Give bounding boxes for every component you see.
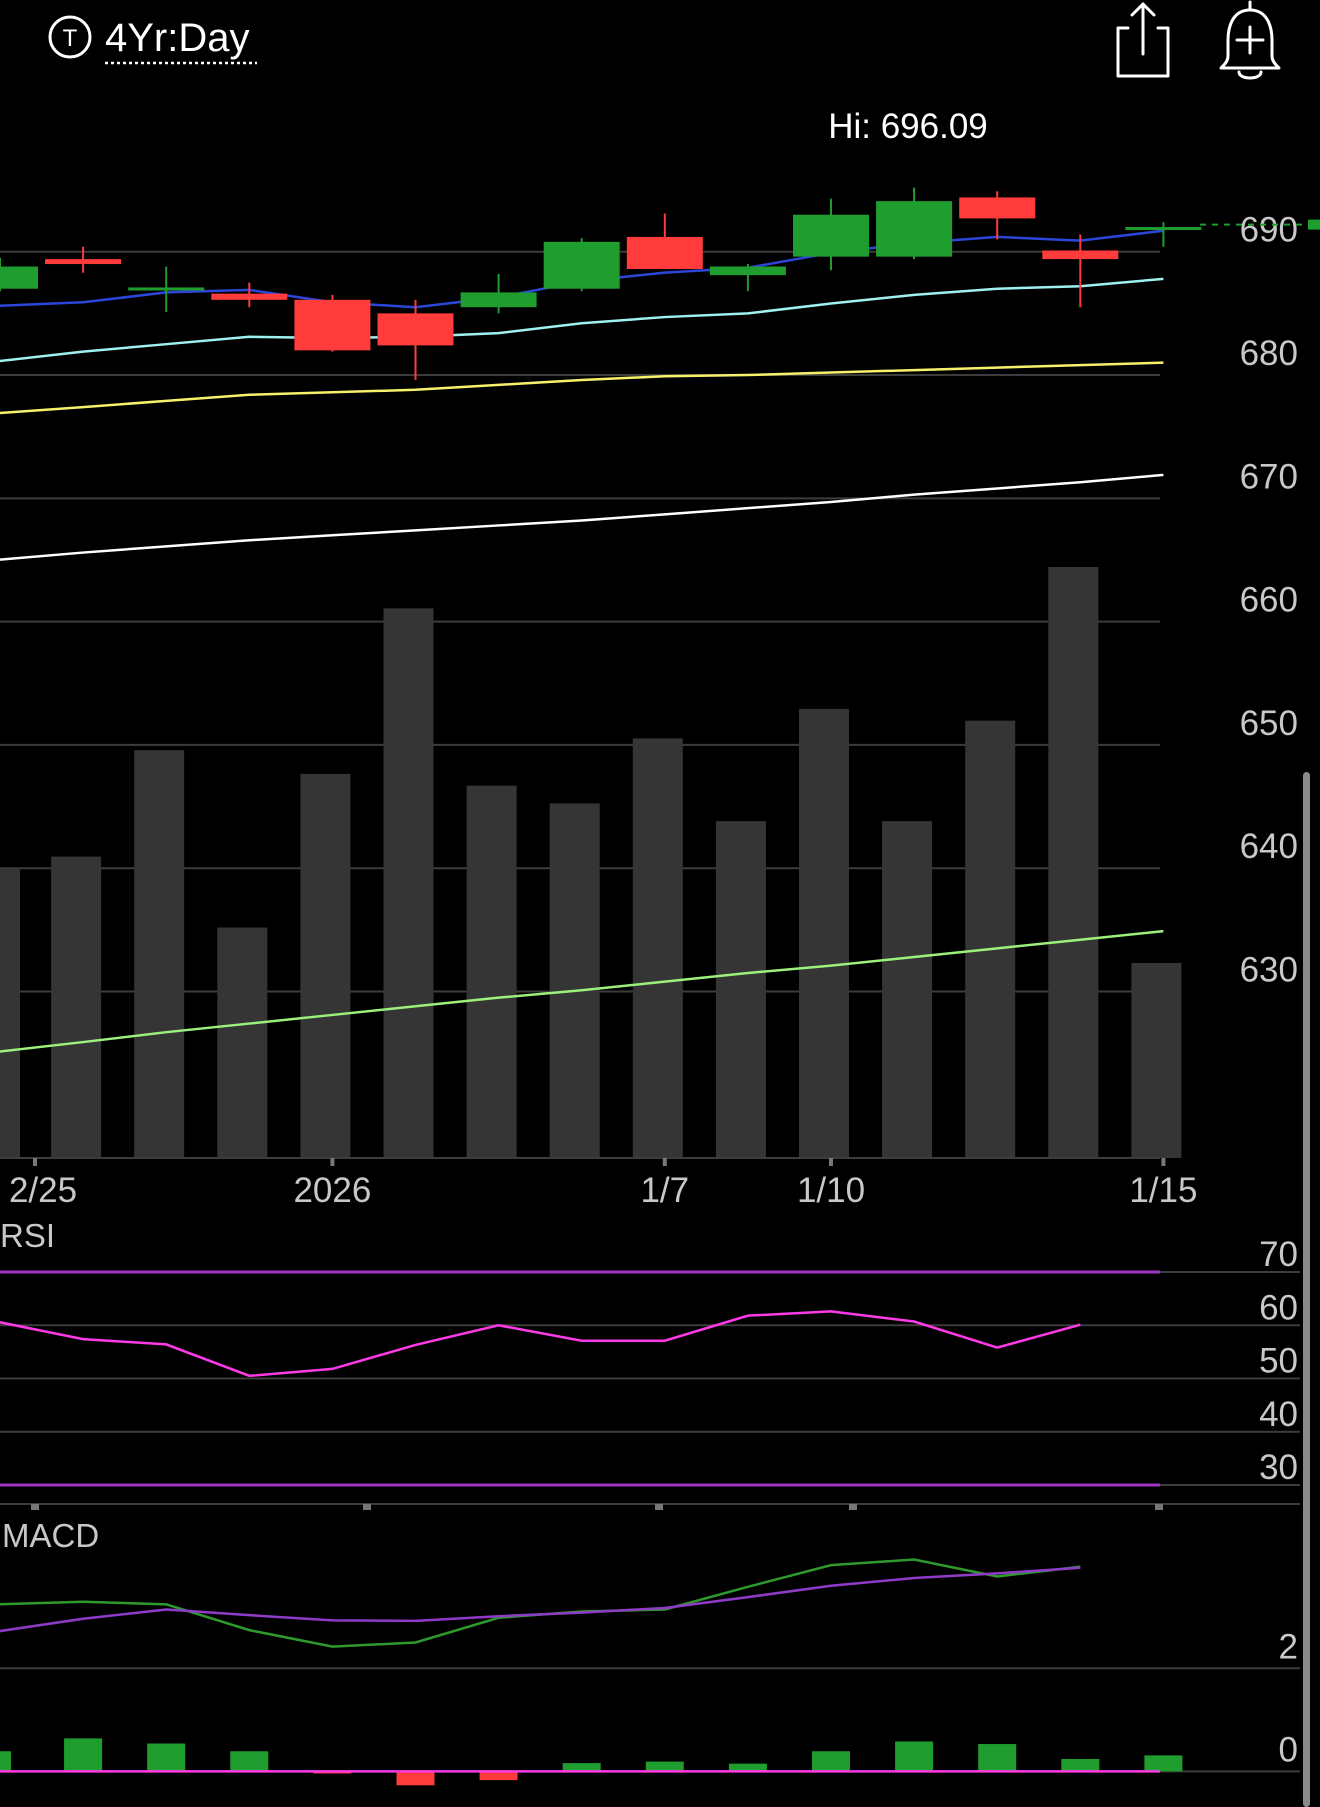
macd-histogram-bar [0,1751,11,1772]
date-tick-label: 1/7 [640,1171,689,1210]
period-selector[interactable]: T 4Yr:Day [48,15,257,65]
price-tick-label: 640 [1240,827,1298,866]
candle-body [377,313,454,346]
macd-histogram-bar [1144,1755,1183,1772]
date-tick-label: 2026 [293,1171,371,1210]
macd-histogram-bar [895,1741,934,1772]
price-tick-label: 630 [1240,951,1298,990]
volume-bar [799,708,849,1158]
macd-histogram-bar [479,1771,518,1781]
volume-bar [466,785,517,1158]
candlesticks [0,187,1202,380]
candle-body [460,292,537,308]
macd-histogram-bar [230,1751,269,1772]
rsi-tick-mark [1155,1504,1163,1510]
ticker-type-letter: T [63,25,78,52]
macd-histogram-bar [147,1743,186,1772]
rsi-tick-label: 60 [1259,1288,1298,1327]
macd-histogram-bar [728,1763,767,1772]
macd-histogram-bar [812,1751,850,1772]
candle-body [294,299,371,351]
date-tick-label: 1/10 [797,1171,865,1210]
rsi-panel[interactable]: RSI 30 40 50 60 70 [0,1217,1300,1510]
macd-line [0,1558,1081,1648]
moving-average-line [0,473,1164,561]
macd-histogram-bar [396,1771,435,1786]
price-tick-label: 650 [1240,704,1298,743]
share-icon[interactable] [1116,2,1170,78]
macd-title: MACD [2,1517,99,1554]
rsi-title: RSI [0,1217,55,1254]
header-bar: T 4Yr:Day [48,0,1281,80]
last-price-line [1200,219,1320,230]
macd-histogram-bar [1061,1759,1100,1772]
date-axis: 2/25 2026 1/7 1/10 1/15 [0,1157,1197,1210]
bell-plus-icon[interactable] [1219,0,1281,80]
candle-body [45,259,122,265]
date-tick-label: 1/15 [1129,1171,1197,1210]
macd-histogram-bar [645,1761,684,1772]
candle-body [211,293,288,300]
volume-bar [300,773,351,1158]
moving-average-line [0,929,1164,1053]
rsi-tick-label: 70 [1259,1235,1298,1274]
volume-bar [217,927,268,1158]
candle-body [709,266,786,276]
vertical-scrollbar[interactable] [1303,772,1310,1807]
volume-bar [715,821,766,1158]
volume-bar [0,868,20,1158]
price-tick-label: 660 [1240,581,1298,620]
last-price-marker [1308,219,1320,230]
price-tick-label: 670 [1240,457,1298,496]
rsi-tick-label: 40 [1259,1395,1298,1434]
price-axis: 630 640 650 660 670 680 690 [1240,211,1298,990]
candle-body [626,236,703,269]
macd-panel[interactable]: MACD 0 2 [0,1517,1300,1786]
candle-body [959,197,1036,219]
moving-average-line [0,277,1164,363]
volume-bars [0,567,1182,1158]
rsi-tick-label: 30 [1259,1448,1298,1487]
candle-body [793,214,869,257]
moving-average-line [0,361,1164,415]
candle-body [543,241,620,289]
period-label[interactable]: 4Yr:Day [105,16,250,60]
volume-bar [134,750,185,1158]
price-tick-label: 690 [1240,211,1298,250]
signal-line [0,1566,1081,1633]
date-tick-label: 2/25 [9,1171,77,1210]
rsi-tick-label: 50 [1259,1342,1298,1381]
rsi-line [0,1310,1081,1378]
candle-body [1125,227,1202,231]
price-tick-label: 680 [1240,334,1298,373]
macd-histogram-bar [978,1744,1017,1772]
rsi-tick-mark [31,1504,39,1510]
macd-tick-label: 2 [1279,1627,1298,1666]
volume-bar [549,803,600,1158]
volume-bar [965,720,1016,1158]
volume-bar [1131,962,1182,1158]
volume-bar [882,821,933,1158]
volume-bar [51,856,102,1158]
moving-averages [0,229,1164,1053]
rsi-tick-mark [849,1504,857,1510]
macd-histogram-bar [562,1763,601,1772]
candle-body [876,201,953,257]
candle-body [128,287,205,291]
candle-body [1042,250,1119,260]
macd-histogram-bar [64,1738,103,1772]
rsi-tick-mark [363,1504,371,1510]
rsi-tick-mark [655,1504,663,1510]
volume-bar [1048,567,1099,1158]
ticker-type-icon [48,15,92,59]
candle-body [0,266,38,289]
high-price-label: Hi: 696.09 [828,107,988,146]
macd-tick-label: 0 [1279,1730,1298,1769]
volume-bar [632,738,683,1158]
volume-bar [383,608,434,1158]
